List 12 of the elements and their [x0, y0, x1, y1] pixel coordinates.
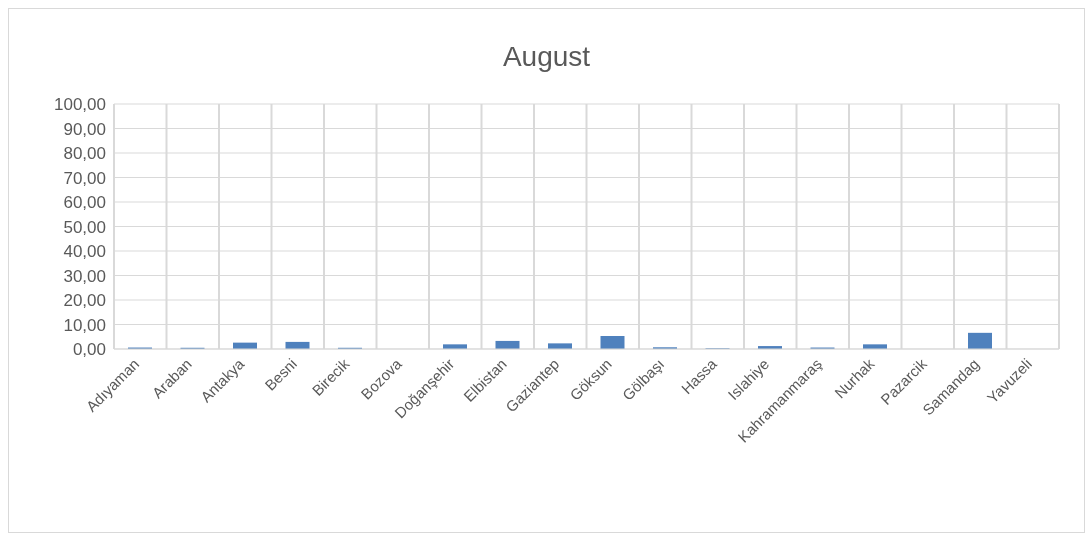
y-tick-label: 10,00 [63, 315, 106, 335]
y-tick-label: 100,00 [54, 95, 106, 115]
y-tick-label: 20,00 [63, 291, 106, 311]
y-tick-label: 40,00 [63, 242, 106, 262]
y-tick-label: 70,00 [63, 168, 106, 188]
y-tick-label: 60,00 [63, 193, 106, 213]
chart-title: August [501, 41, 592, 73]
y-tick-label: 80,00 [63, 144, 106, 164]
y-tick-label: 50,00 [63, 217, 106, 237]
y-tick-label: 90,00 [63, 119, 106, 139]
y-tick-label: 30,00 [63, 266, 106, 286]
y-tick-label: 0,00 [72, 340, 106, 360]
